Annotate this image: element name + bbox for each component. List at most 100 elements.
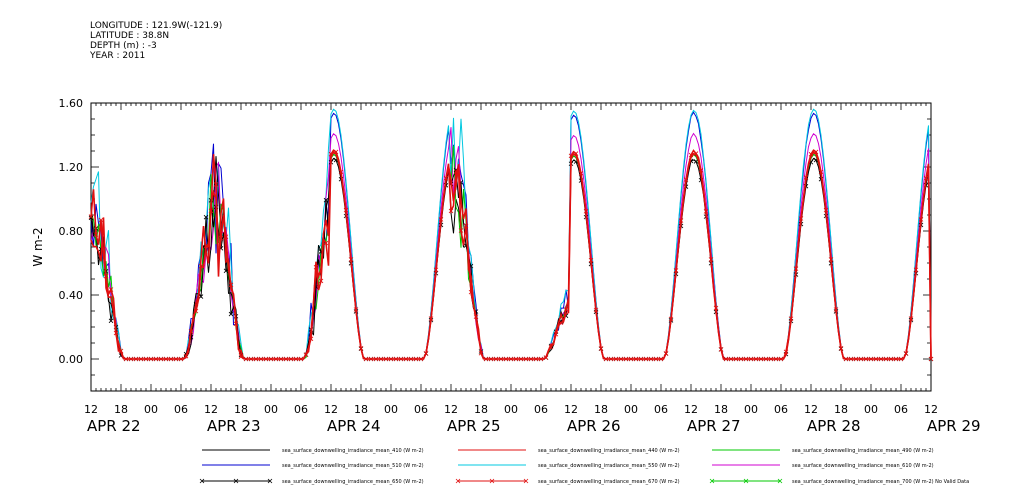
series-marker [898,356,904,362]
series-marker [288,356,294,362]
series-marker [423,351,429,356]
series-marker [223,234,229,240]
series-marker [568,153,574,159]
series-marker [168,356,174,362]
latitude-text: LATITUDE : 38.8N [90,31,170,41]
series-marker [93,232,99,237]
series-marker [143,356,149,362]
x-tick-label: 18 [234,403,248,416]
y-tick-label: 1.60 [59,97,84,110]
series-marker [183,353,189,359]
legend-label-8: sea_surface_downwelling_irradiance_mean_… [792,479,969,485]
series-marker [683,177,689,182]
date-label: APR 22 [87,417,141,435]
x-tick-label: 18 [354,403,368,416]
series-marker [368,356,374,362]
series-marker [478,350,484,356]
series-marker [388,356,394,362]
series-marker [198,294,204,299]
x-tick-label: 12 [324,403,338,416]
series-marker [353,307,359,312]
x-tick-label: 12 [804,403,818,416]
series-marker [848,356,854,362]
series-marker [598,346,604,351]
y-tick-label: 0.80 [59,225,84,238]
series-marker [88,215,94,221]
x-tick-label: 12 [564,403,578,416]
series-marker [888,356,894,362]
x-tick-label: 06 [894,403,908,416]
series-marker [333,149,339,155]
series-marker [523,356,529,362]
x-tick-label: 18 [714,403,728,416]
series-marker [873,356,879,362]
series-marker [863,356,869,362]
series-marker [718,346,724,352]
x-tick-label: 12 [204,403,218,416]
year-text: YEAR : 2011 [90,51,146,61]
series-marker [98,217,104,223]
series-marker [153,356,159,362]
series-marker [163,356,169,362]
series-marker [328,151,334,157]
series-marker [918,217,924,222]
series-marker [193,308,199,314]
series-marker [218,235,224,241]
legend-label-7: sea_surface_downwelling_irradiance_mean_… [538,479,680,485]
series-marker [668,316,674,322]
x-tick-label: 12 [444,403,458,416]
series-marker [278,356,284,362]
legend-label-0: sea_surface_downwelling_irradiance_mean_… [282,448,424,454]
series-marker [283,356,289,362]
x-tick-label: 06 [294,403,308,416]
legend-marker [267,478,273,484]
series-marker [543,355,549,360]
series-marker [533,356,539,362]
series-marker [733,356,739,362]
series-marker [108,287,114,292]
series-marker [118,348,124,354]
series-marker [373,356,379,362]
date-label: APR 24 [327,417,381,435]
x-tick-label: 18 [474,403,488,416]
x-tick-label: 00 [144,403,158,416]
series-marker [638,356,644,362]
x-tick-label: 06 [774,403,788,416]
series-marker [308,336,314,342]
series-marker [703,209,709,214]
series-marker [708,257,714,262]
x-tick-label: 00 [264,403,278,416]
series-marker [88,214,94,219]
series-marker [343,207,349,213]
series-marker [293,356,299,362]
depth-text: DEPTH (m) : -3 [90,41,157,51]
series-marker [428,316,434,321]
series-marker [728,356,734,362]
series-marker [178,356,184,362]
date-label: APR 25 [447,417,501,435]
series-marker [788,316,794,321]
series-marker [768,356,774,362]
series-marker [913,267,919,273]
series-marker [603,356,609,362]
series-marker [228,282,234,288]
series-marker [123,356,129,362]
date-label: APR 29 [927,417,981,435]
series-marker [438,217,444,222]
legend-marker [743,478,749,484]
series-marker [383,356,389,362]
series-marker [518,356,524,362]
series-marker [923,175,929,181]
series-marker [833,307,839,312]
x-tick-label: 12 [684,403,698,416]
series-marker [213,182,219,187]
legend-marker [777,478,783,484]
series-marker [658,356,664,362]
x-tick-label: 00 [624,403,638,416]
series-marker [583,209,589,214]
date-label: APR 26 [567,417,621,435]
series-marker [238,354,244,359]
series-marker [608,356,614,362]
series-marker [808,151,814,157]
series-marker [793,266,799,271]
